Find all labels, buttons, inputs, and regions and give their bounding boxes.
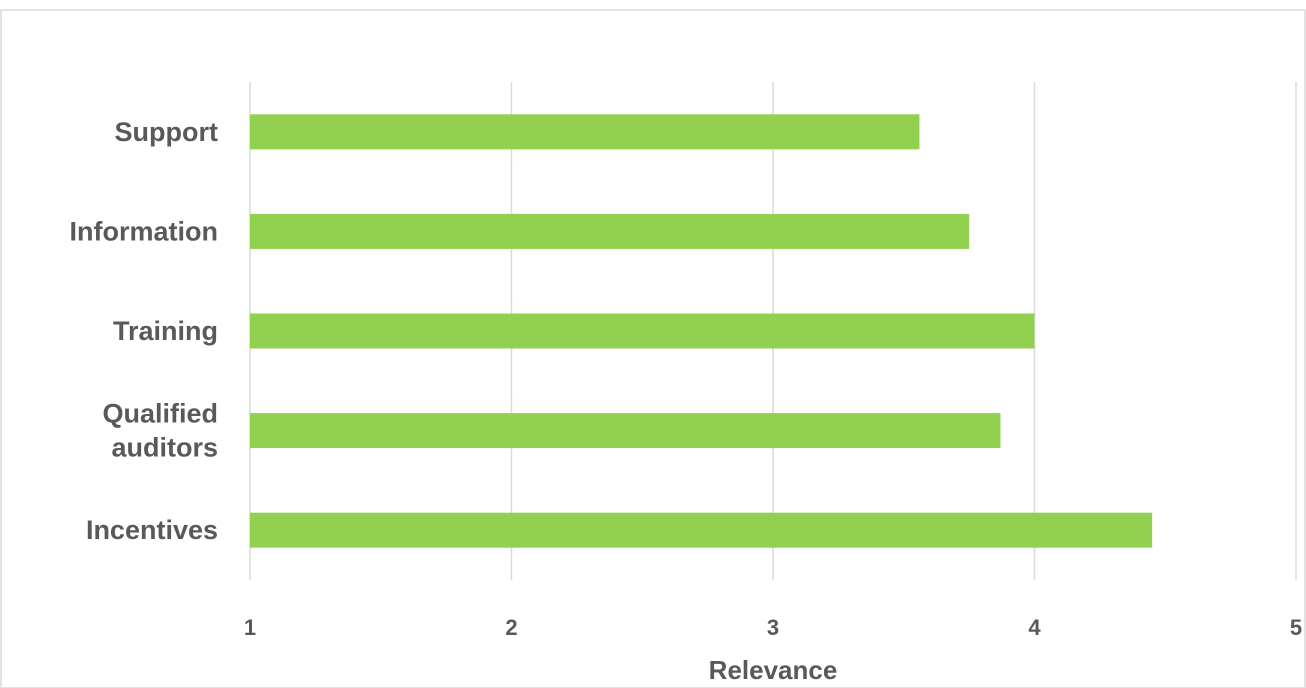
bar-support [250, 114, 920, 150]
x-tick-label-5: 5 [1290, 615, 1302, 640]
category-label-support: Support [115, 117, 218, 147]
bar-training [250, 313, 1035, 349]
chart-border [0, 9, 1306, 688]
x-tick-labels: 1 2 3 4 5 [244, 615, 1302, 640]
bar-incentives [250, 512, 1153, 548]
category-label-training: Training [113, 316, 218, 346]
bar-qualified-auditors [250, 413, 1001, 449]
bar-information [250, 213, 970, 249]
x-tick-label-4: 4 [1028, 615, 1041, 640]
x-tick-label-2: 2 [505, 615, 517, 640]
category-labels: Support Information Training Qualified audit… [70, 117, 219, 545]
category-label-incentives: Incentives [86, 515, 218, 545]
bars [250, 114, 1153, 548]
category-label-qualified-auditors: Qualified auditors [102, 399, 218, 463]
x-tick-label-1: 1 [244, 615, 256, 640]
category-label-information: Information [70, 216, 219, 246]
x-axis-title: Relevance [709, 655, 838, 685]
x-tick-label-3: 3 [767, 615, 779, 640]
